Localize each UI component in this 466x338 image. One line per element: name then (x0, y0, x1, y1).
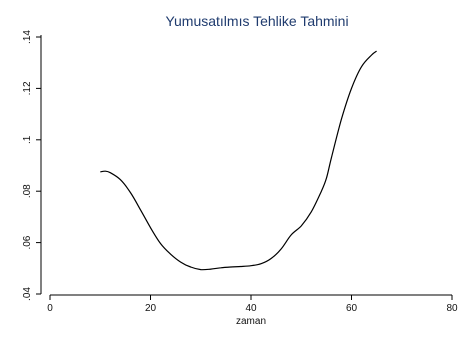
x-tick-label: 80 (446, 303, 458, 314)
x-tick-label: 20 (145, 303, 157, 314)
y-tick-label: .08 (22, 184, 33, 198)
chart-title: Yumusatılmıs Tehlike Tahmini (165, 13, 348, 29)
y-tick-label: .12 (22, 81, 33, 95)
series-group (100, 50, 377, 271)
x-tick-label: 0 (47, 303, 53, 314)
x-tick-label: 40 (245, 303, 257, 314)
y-tick-label: .04 (22, 287, 33, 301)
y-tick-label: .14 (22, 30, 33, 44)
hazard-curve-line (100, 50, 377, 271)
ticks: 0 20 40 60 80 .04 .06 .08 .1 .12 .14 (22, 30, 458, 314)
x-axis-label: zaman (236, 316, 266, 327)
y-tick-label: .06 (22, 235, 33, 249)
y-tick-label: .1 (22, 135, 33, 144)
x-tick-label: 60 (346, 303, 358, 314)
